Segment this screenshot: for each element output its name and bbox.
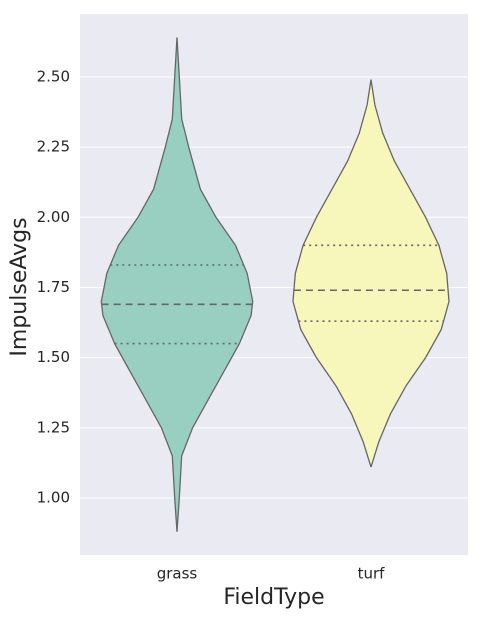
y-tick-label: 1.75 — [37, 278, 70, 296]
violin-body — [101, 37, 253, 532]
violin-right-edge — [370, 79, 450, 468]
x-tick-label: turf — [358, 565, 386, 583]
y-axis-label: ImpulseAvgs — [7, 217, 32, 356]
y-tick-label: 1.25 — [37, 418, 70, 436]
violin-left-edge — [100, 37, 178, 532]
y-tick-label: 2.50 — [37, 67, 70, 85]
violin-left-edge — [292, 79, 372, 468]
x-tick-label: grass — [157, 565, 198, 583]
y-tick-label: 2.00 — [37, 208, 70, 226]
y-tick-label: 1.00 — [37, 489, 70, 507]
violins — [100, 37, 450, 532]
y-tick-label: 2.25 — [37, 138, 70, 156]
violin-right-edge — [176, 37, 254, 532]
x-axis-label: FieldType — [223, 585, 324, 610]
y-tick-label: 1.50 — [37, 348, 70, 366]
violin-body — [293, 79, 449, 468]
